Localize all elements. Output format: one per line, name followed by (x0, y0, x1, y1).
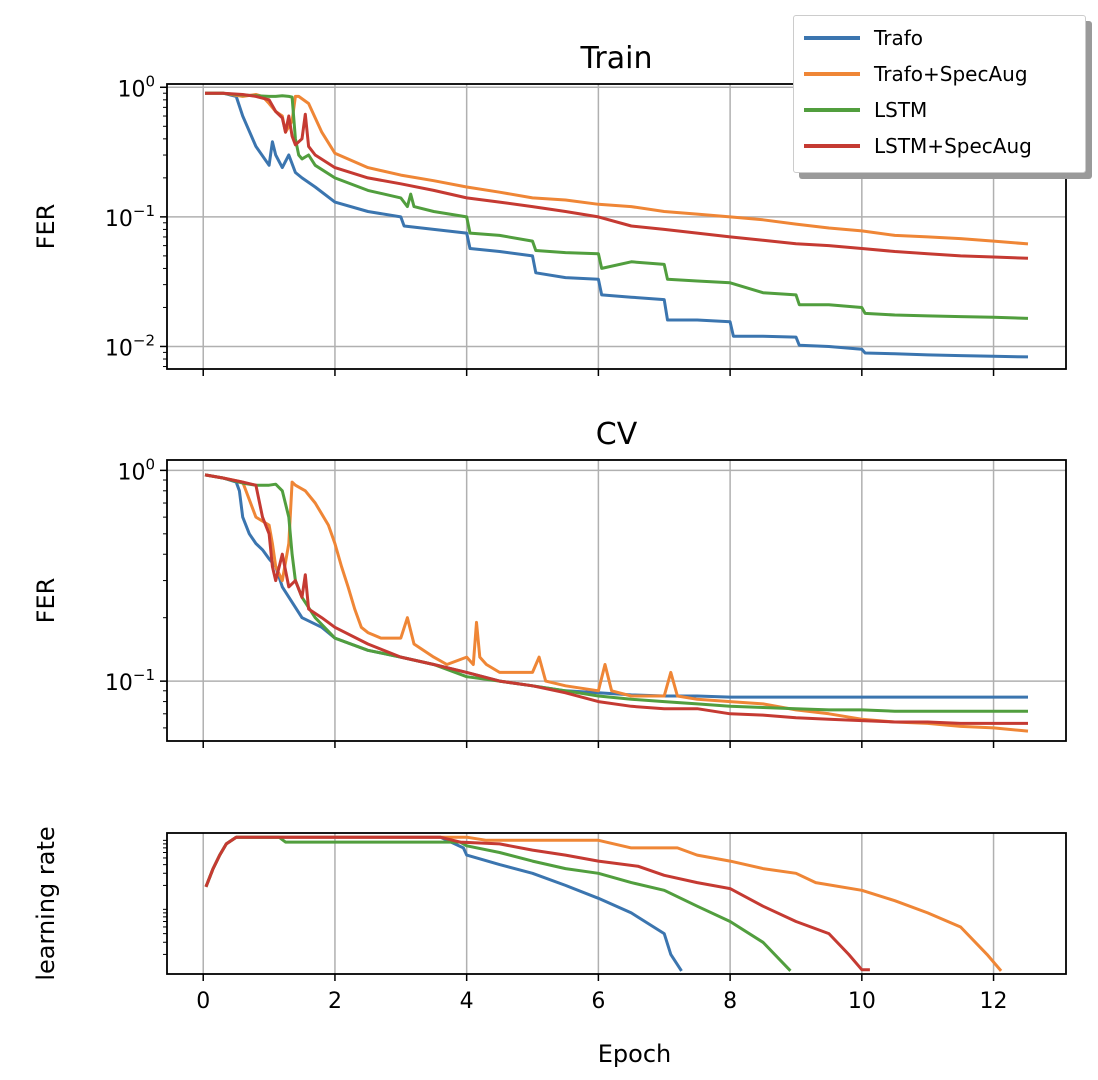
x-tick-label: 8 (723, 989, 737, 1014)
y-tick-label: 10−1 (105, 666, 155, 696)
series-line-trafo (204, 473, 1028, 699)
x-tick-label: 6 (591, 989, 605, 1014)
y-tick-label: 100 (117, 455, 155, 485)
x-tick-label: 0 (196, 989, 210, 1014)
panel-title: Train (580, 41, 653, 76)
legend-swatch-lstm-specaug (804, 144, 860, 148)
series-line-lstm (205, 91, 1029, 320)
y-tick-label: 10−2 (105, 331, 155, 361)
legend-item-trafo-specaug: Trafo+SpecAug (804, 60, 1028, 88)
cv-panel: 100 10−1 CV FER (32, 417, 1067, 748)
x-tick-label: 10 (848, 989, 876, 1014)
series-line-trafo (205, 91, 1029, 359)
legend-label-lstm: LSTM (874, 98, 928, 122)
series-line-lstm-specaug (204, 473, 1028, 725)
learning-rate-panel: 0 2 4 6 8 10 12 learning rate Epoch (32, 826, 1067, 1068)
legend-item-lstm-specaug: LSTM+SpecAug (804, 132, 1032, 160)
legend-swatch-trafo (804, 36, 860, 40)
y-tick-label: 10−1 (105, 202, 155, 232)
y-axis-label: FER (32, 578, 60, 624)
legend-item-lstm: LSTM (804, 96, 927, 124)
series-line-lstm (204, 473, 1028, 713)
legend-label-trafo-specaug: Trafo+SpecAug (874, 62, 1028, 86)
y-axis-label: FER (32, 204, 60, 250)
series-line-trafo-specaug (204, 835, 1003, 972)
legend-swatch-lstm (804, 108, 860, 112)
x-tick-label: 4 (460, 989, 474, 1014)
series-line-lstm-specaug (204, 835, 870, 972)
x-axis-label: Epoch (598, 1040, 672, 1068)
legend-label-lstm-specaug: LSTM+SpecAug (874, 134, 1032, 158)
legend-label-trafo: Trafo (874, 26, 924, 50)
x-tick-label: 12 (980, 989, 1008, 1014)
series-line-trafo (204, 835, 683, 972)
legend-swatch-trafo-specaug (804, 72, 860, 76)
panel-title: CV (596, 417, 638, 452)
axes-frame (166, 83, 1067, 370)
series-line-lstm-specaug (205, 91, 1029, 260)
legend-item-trafo: Trafo (804, 24, 923, 52)
axes-frame (166, 832, 1067, 975)
series-line-trafo-specaug (204, 473, 1029, 733)
y-axis-label: learning rate (32, 826, 60, 980)
y-tick-label: 100 (117, 72, 155, 102)
axes-frame (166, 459, 1067, 742)
x-tick-label: 2 (328, 989, 342, 1014)
legend: Trafo Trafo+SpecAug LSTM LSTM+SpecAug (793, 15, 1086, 173)
